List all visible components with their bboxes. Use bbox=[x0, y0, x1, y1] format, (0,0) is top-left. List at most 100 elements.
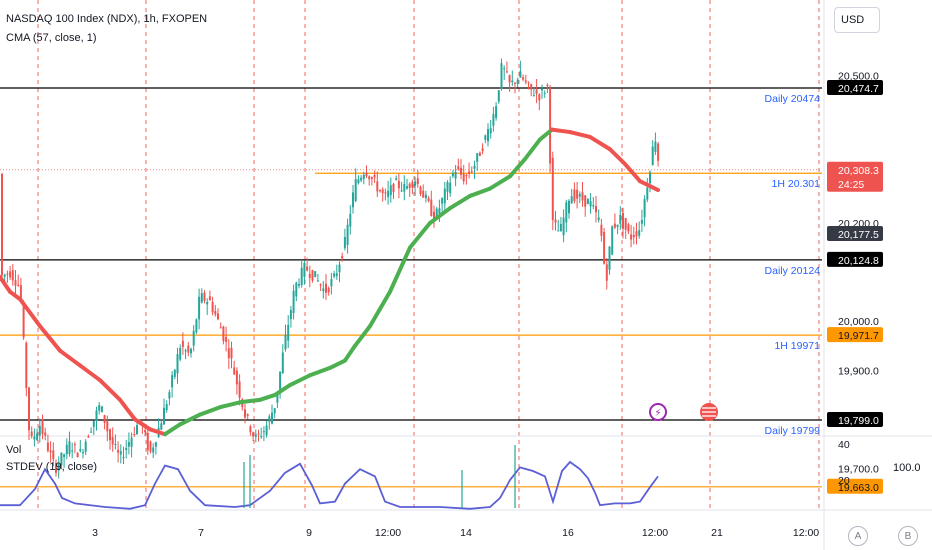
candle-body bbox=[638, 230, 641, 236]
currency-button[interactable]: USD bbox=[834, 7, 880, 33]
cma-line bbox=[0, 127, 660, 437]
candle-body bbox=[311, 269, 314, 281]
lightning-icon: ⚡ bbox=[654, 408, 661, 419]
cma-segment bbox=[178, 412, 202, 427]
price-tick-label: 20,500.0 bbox=[838, 71, 879, 83]
price-tag-label: 19,663.0 bbox=[838, 482, 879, 494]
b-button[interactable]: B bbox=[898, 526, 918, 546]
candle-body bbox=[362, 174, 365, 179]
candle-body bbox=[381, 189, 384, 194]
pane-tick-label: 40 bbox=[838, 439, 850, 451]
price-tick-label: 20,000.0 bbox=[838, 316, 879, 328]
cma-segment bbox=[98, 378, 122, 402]
candle-body bbox=[55, 462, 57, 473]
candle-body bbox=[279, 371, 282, 391]
candle-body bbox=[109, 429, 111, 441]
candle-body bbox=[316, 280, 319, 282]
candle-body bbox=[495, 106, 498, 118]
candle-body bbox=[519, 71, 522, 78]
candle-body bbox=[352, 192, 354, 208]
candle-body bbox=[249, 426, 252, 433]
candle-body bbox=[397, 180, 400, 189]
cma-segment bbox=[588, 134, 612, 152]
candle-body bbox=[411, 181, 414, 188]
stdev-indicator-label[interactable]: STDEV (19, close) bbox=[6, 461, 98, 473]
candle-body bbox=[14, 280, 17, 286]
candle-body bbox=[222, 326, 225, 342]
candle-body bbox=[252, 432, 255, 437]
candle-body bbox=[657, 143, 660, 161]
price-tick-label: 19,900.0 bbox=[838, 365, 879, 377]
candle-body bbox=[168, 392, 171, 399]
candle-body bbox=[611, 226, 614, 255]
candle-body bbox=[586, 199, 589, 205]
candle-body bbox=[557, 230, 560, 232]
candle-body bbox=[136, 425, 138, 435]
candle-body bbox=[163, 407, 165, 425]
volume-indicator-label[interactable]: Vol bbox=[6, 444, 22, 456]
candle-body bbox=[46, 442, 49, 451]
candle-body bbox=[230, 347, 233, 359]
candle-body bbox=[387, 190, 390, 197]
candle-body bbox=[338, 264, 341, 273]
candle-body bbox=[419, 186, 422, 195]
candle-body bbox=[422, 190, 425, 198]
candle-body bbox=[314, 271, 317, 278]
candle-body bbox=[384, 192, 387, 194]
candle-body bbox=[257, 433, 260, 435]
candle-body bbox=[49, 450, 52, 453]
candle-body bbox=[597, 217, 600, 221]
price-candles bbox=[1, 58, 660, 479]
candle-body bbox=[508, 75, 511, 83]
time-axis[interactable]: 3 7 9 12:00 14 16 12:00 21 12:00 bbox=[92, 527, 819, 539]
dividend-icon bbox=[649, 403, 667, 421]
candle-body bbox=[532, 95, 535, 97]
candle-body bbox=[333, 273, 336, 277]
cma-segment bbox=[623, 162, 642, 184]
candle-body bbox=[244, 409, 246, 418]
candle-body bbox=[173, 369, 176, 377]
candle-body bbox=[576, 189, 579, 199]
candle-body bbox=[592, 205, 595, 207]
candle-body bbox=[287, 324, 290, 341]
cma-segment bbox=[78, 363, 102, 383]
candle-body bbox=[643, 199, 646, 218]
candle-body bbox=[235, 370, 238, 385]
candle-body bbox=[473, 165, 476, 169]
candle-body bbox=[503, 68, 506, 70]
candle-body bbox=[589, 201, 592, 207]
candle-body bbox=[406, 186, 408, 189]
candle-body bbox=[106, 421, 109, 432]
candle-body bbox=[60, 452, 63, 466]
level-label: Daily 20124 bbox=[765, 265, 821, 277]
price-tag-label: 20,474.7 bbox=[838, 83, 879, 95]
time-tick-label: 16 bbox=[562, 527, 574, 539]
candle-body bbox=[584, 195, 587, 207]
cma-indicator-label[interactable]: CMA (57, close, 1) bbox=[6, 32, 97, 44]
price-scale[interactable]: 20,500.020,200.020,000.019,900.019,700.0… bbox=[827, 71, 883, 494]
stdev-series bbox=[0, 460, 659, 510]
candle-body bbox=[273, 408, 276, 414]
candle-body bbox=[476, 153, 479, 162]
cma-segment bbox=[163, 422, 182, 437]
candle-body bbox=[443, 188, 446, 204]
candle-body bbox=[181, 340, 184, 348]
candle-body bbox=[370, 177, 373, 179]
candle-body bbox=[9, 271, 12, 278]
cma-segment bbox=[538, 127, 554, 142]
event-icons[interactable]: ⚡ bbox=[649, 403, 718, 421]
candle-body bbox=[114, 444, 117, 446]
candle-body bbox=[203, 292, 206, 301]
candle-body bbox=[84, 441, 87, 452]
symbol-title[interactable]: NASDAQ 100 Index (NDX), 1h, FXOPEN bbox=[6, 13, 208, 25]
auto-scale-button[interactable]: A bbox=[848, 526, 868, 546]
candle-body bbox=[527, 82, 530, 84]
candle-body bbox=[87, 436, 90, 438]
cma-segment bbox=[408, 220, 432, 250]
candle-body bbox=[630, 234, 633, 240]
candle-body bbox=[559, 223, 562, 232]
candle-body bbox=[92, 421, 95, 427]
candle-body bbox=[322, 288, 325, 292]
